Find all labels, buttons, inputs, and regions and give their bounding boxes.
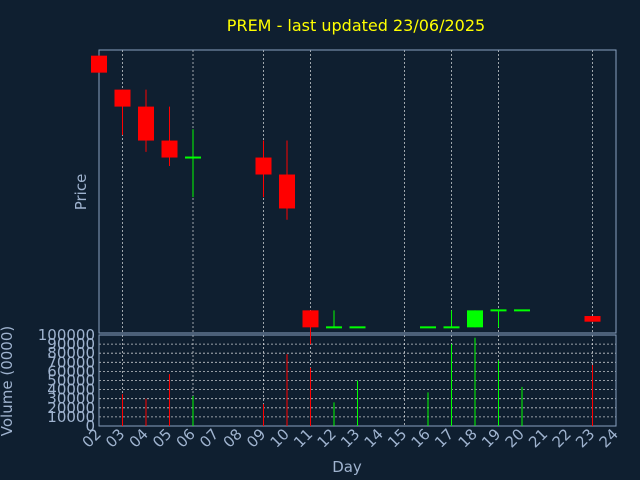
volume-tick-label: 30000 xyxy=(47,390,95,408)
x-tick-label: 21 xyxy=(525,425,551,451)
x-tick-label: 04 xyxy=(126,425,152,451)
x-tick-label: 19 xyxy=(478,425,504,451)
x-tick-labels: 0203040506070809101112131415161718192021… xyxy=(79,425,622,451)
x-tick-label: 22 xyxy=(549,425,575,451)
x-tick-label: 16 xyxy=(408,425,434,451)
candle-body xyxy=(584,316,601,322)
x-tick-label: 13 xyxy=(337,425,363,451)
volume-tick-label: 80000 xyxy=(47,344,95,362)
volume-tick-label: 50000 xyxy=(47,372,95,390)
x-tick-label: 18 xyxy=(455,425,481,451)
candle-body xyxy=(255,157,272,175)
x-axis-label: Day xyxy=(332,458,362,476)
candle-body xyxy=(91,55,107,73)
volume-tick-label: 20000 xyxy=(47,399,95,417)
x-tick-label: 10 xyxy=(267,425,293,451)
x-tick-label: 14 xyxy=(361,425,387,451)
chart-title: PREM - last updated 23/06/2025 xyxy=(227,16,485,35)
price-candles xyxy=(91,55,601,345)
x-tick-label: 08 xyxy=(220,425,246,451)
x-tick-label: 07 xyxy=(196,425,222,451)
x-tick-label: 23 xyxy=(572,425,598,451)
candle-body xyxy=(138,106,154,141)
x-tick-label: 05 xyxy=(149,425,175,451)
grid-lines xyxy=(99,50,616,426)
x-tick-label: 17 xyxy=(431,425,457,451)
volume-bars xyxy=(122,337,593,426)
volume-tick-label: 60000 xyxy=(47,362,95,380)
x-tick-label: 03 xyxy=(102,425,128,451)
candle-body xyxy=(279,174,295,209)
price-panel-frame xyxy=(98,49,617,334)
candle-body xyxy=(114,89,131,107)
x-tick-label: 20 xyxy=(502,425,528,451)
x-tick-label: 12 xyxy=(314,425,340,451)
volume-tick-label: 40000 xyxy=(47,381,95,399)
volume-tick-label: 0 xyxy=(85,417,95,435)
volume-tick-label: 10000 xyxy=(47,408,95,426)
volume-axis-label: Volume (0000) xyxy=(0,326,16,436)
candle-body xyxy=(161,140,178,158)
x-tick-label: 02 xyxy=(79,425,105,451)
plot-frames xyxy=(98,49,617,427)
volume-tick-label: 100000 xyxy=(38,326,95,344)
x-tick-label: 24 xyxy=(596,425,622,451)
x-tick-label: 06 xyxy=(173,425,199,451)
volume-tick-labels: 0100002000030000400005000060000700008000… xyxy=(38,326,95,435)
price-axis-label: Price xyxy=(72,174,90,211)
volume-tick-label: 70000 xyxy=(47,353,95,371)
volume-tick-label: 90000 xyxy=(47,335,95,353)
candle-body xyxy=(302,310,319,328)
x-tick-label: 11 xyxy=(290,425,316,451)
x-tick-label: 09 xyxy=(243,425,269,451)
candle-body xyxy=(467,310,483,328)
x-tick-label: 15 xyxy=(384,425,410,451)
